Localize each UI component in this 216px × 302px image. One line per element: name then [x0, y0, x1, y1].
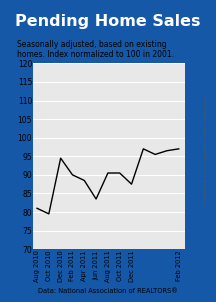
- Text: Data: National Association of REALTORS®: Data: National Association of REALTORS®: [38, 288, 178, 294]
- Text: ©ChartForce  Do not reproduce without permission.: ©ChartForce Do not reproduce without per…: [204, 95, 208, 207]
- Text: Seasonally adjusted, based on existing
homes. Index normalized to 100 in 2001.: Seasonally adjusted, based on existing h…: [17, 40, 174, 59]
- Text: Pending Home Sales: Pending Home Sales: [15, 14, 201, 29]
